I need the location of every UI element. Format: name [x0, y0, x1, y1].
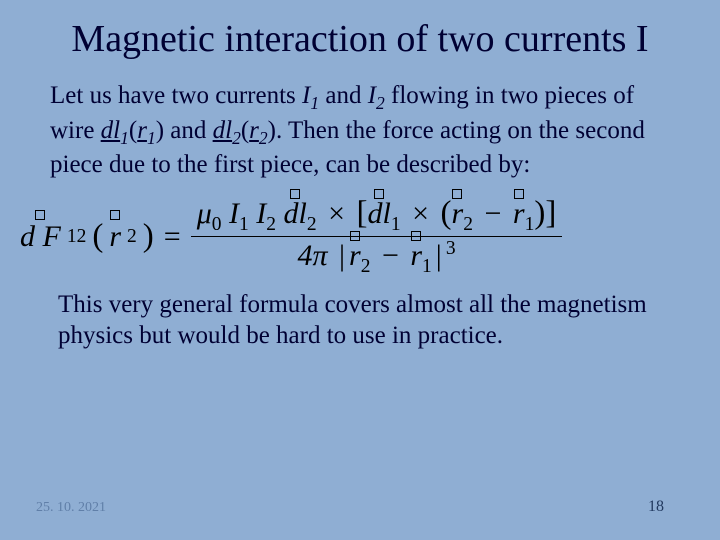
slide-title: Magnetic interaction of two currents I: [40, 18, 680, 62]
footer-page-number: 18: [648, 498, 664, 516]
slide: Magnetic interaction of two currents I L…: [0, 0, 720, 540]
paragraph-2: This very general formula covers almost …: [58, 289, 670, 352]
footer-date: 25. 10. 2021: [36, 500, 106, 516]
paragraph-1: Let us have two currents I1 and I2 flowi…: [50, 80, 670, 181]
formula: d F12 (r2) = μ0 I1 I2 dl2 × [dl1 × (r2 −…: [20, 195, 680, 279]
